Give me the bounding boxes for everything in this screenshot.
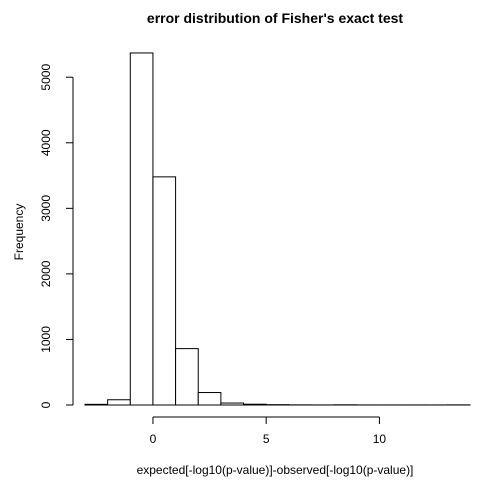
y-axis-label: Frequency	[12, 204, 26, 261]
histogram-bar-3	[152, 176, 177, 406]
histogram-bar-7	[243, 403, 267, 406]
x-tick-label-2: 10	[373, 432, 387, 446]
x-tick-label-0: 0	[150, 432, 157, 446]
histogram-bar-2	[129, 52, 154, 406]
y-tick-label-3: 3000	[39, 195, 53, 222]
y-tick-label-4: 4000	[39, 129, 53, 156]
histogram-bar-1	[107, 399, 131, 406]
y-axis: 0 1000 2000 3000 4000 5000	[39, 64, 74, 408]
histogram-bar-4	[175, 348, 199, 406]
y-tick-label-2: 2000	[39, 260, 53, 287]
y-tick-label-1: 1000	[39, 326, 53, 353]
histogram-bar-5	[197, 392, 222, 406]
x-axis-label: expected[-log10(p-value)]-observed[-log1…	[137, 463, 414, 477]
chart-title: error distribution of Fisher's exact tes…	[147, 10, 404, 26]
x-tick-label-1: 5	[263, 432, 270, 446]
y-tick-label-5: 5000	[39, 64, 53, 91]
histogram-bar-0	[84, 403, 109, 406]
histogram-bars	[84, 52, 471, 406]
y-tick-label-0: 0	[39, 401, 53, 408]
x-axis: 0 5 10	[150, 416, 387, 446]
histogram-bar-6	[220, 402, 245, 406]
